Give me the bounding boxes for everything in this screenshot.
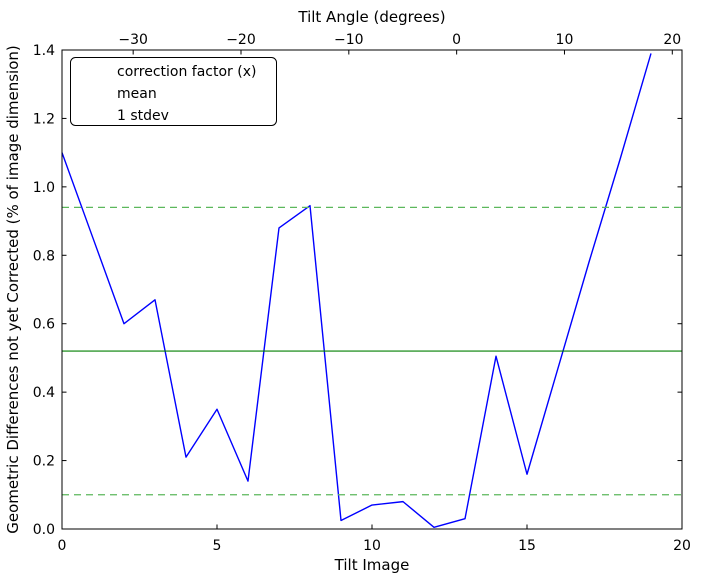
- series-line-0: [61, 53, 652, 528]
- y-tick-label: 0.4: [33, 385, 55, 401]
- top-axis-title: Tilt Angle (degrees): [297, 8, 445, 26]
- plot-border: [61, 49, 683, 530]
- top-x-tick-label: −30: [118, 32, 148, 48]
- y-tick-label: 0.0: [33, 522, 55, 538]
- y-tick-label: 1.2: [33, 111, 55, 127]
- top-x-tick-label: 10: [556, 32, 574, 48]
- x-tick-label: 5: [213, 538, 222, 554]
- y-tick-label: 1.4: [33, 43, 55, 59]
- x-tick-label: 0: [58, 538, 67, 554]
- y-tick-label: 0.8: [33, 248, 55, 264]
- top-x-tick-label: 0: [452, 32, 461, 48]
- x-tick-label: 15: [518, 538, 536, 554]
- y-tick-label: 1.0: [33, 180, 55, 196]
- y-tick-label: 0.2: [33, 454, 55, 470]
- y-axis-title: Geometric Differences not yet Corrected …: [4, 45, 22, 534]
- legend-entry-correction-factor: correction factor (x): [117, 64, 256, 80]
- top-x-tick-label: −20: [226, 32, 256, 48]
- legend-box: [70, 57, 277, 126]
- plot-generated-content: 0 5 10 15 20 −30 −20 −10 0 10 20 0.0 0.2 0.4 0.6 0.8 1.0…: [33, 32, 691, 554]
- top-x-tick-label: −10: [334, 32, 364, 48]
- legend: correction factor (x) mean 1 stdev: [70, 57, 277, 126]
- x-tick-label: 20: [673, 538, 691, 554]
- legend-entry-mean: mean: [117, 86, 157, 102]
- y-tick-label: 0.6: [33, 317, 55, 333]
- top-x-tick-label: 20: [663, 32, 681, 48]
- x-tick-label: 10: [363, 538, 381, 554]
- legend-entry-stdev: 1 stdev: [117, 108, 169, 124]
- x-axis-title: Tilt Image: [334, 556, 410, 574]
